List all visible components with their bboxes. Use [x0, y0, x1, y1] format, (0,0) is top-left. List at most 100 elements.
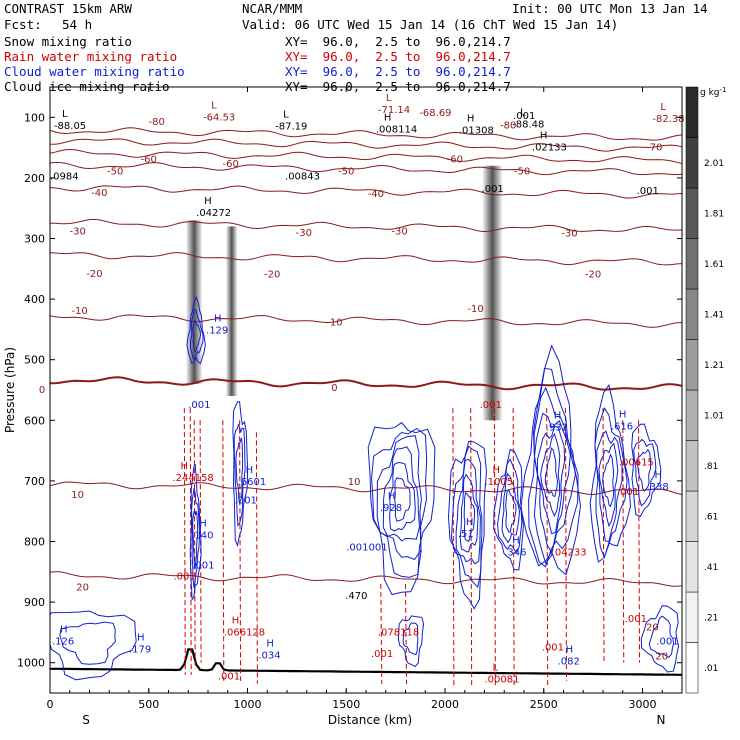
extremum-mark: H [232, 615, 240, 626]
extremum-mark: H [493, 465, 501, 476]
colorbar-label: .21 [704, 613, 718, 623]
extremum-value: .04272 [196, 208, 231, 219]
cloud-water-cell [631, 423, 662, 518]
svg-text:1500: 1500 [332, 698, 360, 711]
isotherm-label: -30 [561, 228, 577, 239]
colorbar-swatch [685, 288, 699, 340]
cloud-water-cell [232, 401, 249, 548]
x-tick: 1500 [332, 87, 360, 711]
rain-contour [239, 420, 242, 681]
valid-time: Valid: 06 UTC Wed 15 Jan 14 (16 ChT Wed … [242, 17, 619, 32]
extremum-value: .244158 [172, 473, 213, 484]
extremum-value: -88.48 [512, 120, 544, 131]
isotherm-label: -80 [148, 117, 164, 128]
y-tick: 700 [24, 475, 682, 488]
rain-contour [546, 408, 549, 687]
center-title: NCAR/MMM [242, 1, 303, 16]
extremum-mark: L [211, 100, 217, 111]
isotherm-line [50, 571, 682, 587]
isotherm-label: -30 [69, 227, 85, 238]
extremum-value: -87.19 [275, 121, 307, 132]
isotherm-label: -20 [585, 270, 601, 281]
extremum-value: .140 [191, 530, 213, 541]
extremum-value: -64.53 [203, 112, 235, 123]
extremum-value: -88.05 [54, 121, 86, 132]
colorbar-label: .81 [704, 462, 718, 472]
cloud-water-cell [640, 605, 680, 673]
x-end-label-south: S [82, 713, 90, 727]
svg-text:0: 0 [47, 698, 54, 711]
extremum-value: .001 [235, 495, 257, 506]
isotherm-line [50, 376, 682, 391]
isotherm-label: -60 [141, 155, 157, 166]
colorbar-swatch [685, 591, 699, 643]
field-snow-name: Snow mixing ratio [4, 34, 132, 49]
field-rain-xy: XY= 96.0, 2.5 to 96.0,214.7 [285, 49, 511, 64]
extremum-mark: L [660, 102, 666, 113]
svg-text:800: 800 [24, 536, 45, 549]
colorbar-swatch [685, 389, 699, 441]
isotherm-label: -40 [91, 188, 107, 199]
svg-text:200: 200 [24, 172, 45, 185]
extremum-mark: L [283, 109, 289, 120]
svg-text:100: 100 [24, 111, 45, 124]
isotherm-line [50, 127, 682, 141]
terrain-line [50, 648, 682, 676]
extremum-value: .001001 [346, 543, 387, 554]
y-tick: 900 [24, 596, 682, 609]
rain-contour [602, 408, 605, 663]
rain-contour [493, 408, 496, 687]
cloud-water-cell [50, 610, 137, 681]
extremum-value: .51 [458, 529, 474, 540]
colorbar-swatch [685, 440, 699, 492]
colorbar-swatch [685, 541, 699, 593]
extremum-mark: L [520, 108, 526, 119]
colorbar-label: .41 [704, 563, 718, 573]
extremum-value: .001 [513, 111, 535, 122]
extremum-value: .932 [546, 423, 568, 434]
svg-text:900: 900 [24, 596, 45, 609]
extremum-value: .1005 [485, 477, 514, 488]
extremum-value: .001 [218, 672, 240, 683]
y-tick: 200 [24, 172, 682, 185]
extremum-value: .001 [542, 643, 564, 654]
isotherm-label: -10 [71, 306, 87, 317]
cloud-water-cell [367, 421, 436, 596]
rain-contour [183, 408, 186, 675]
init-time: Init: 00 UTC Mon 13 Jan 14 [512, 1, 708, 16]
extremum-mark: L [386, 93, 392, 104]
extremum-mark: H [199, 518, 207, 529]
isotherm-label: 10 [71, 490, 84, 501]
extremum-value: .008114 [376, 124, 417, 135]
extremum-mark: L [62, 109, 68, 120]
extremum-mark: H [654, 470, 662, 481]
svg-text:500: 500 [138, 698, 159, 711]
y-tick: 800 [24, 536, 682, 549]
isotherm-label: 10 [348, 477, 361, 488]
colorbar-label: 1.41 [704, 310, 724, 320]
isotherm-label: 0 [39, 385, 45, 396]
field-snow-xy: XY= 96.0, 2.5 to 96.0,214.7 [285, 34, 511, 49]
field-cloud-water-xy: XY= 96.0, 2.5 to 96.0,214.7 [285, 64, 511, 79]
extremum-mark: H [466, 517, 474, 528]
y-tick: 1000 [17, 657, 682, 670]
colorbar-label: 1.81 [704, 209, 724, 219]
cloud-water-cell [589, 383, 632, 563]
isotherm-line [50, 148, 682, 165]
extremum-mark: H [566, 644, 574, 655]
extremum-value: .346 [504, 547, 526, 558]
isotherm-label: 20 [76, 582, 89, 593]
colorbar-label: .01 [704, 664, 718, 674]
extremum-mark: L [493, 663, 499, 674]
svg-text:1000: 1000 [234, 698, 262, 711]
svg-text:400: 400 [24, 293, 45, 306]
extremum-mark: H [246, 465, 254, 476]
extremum-value: .00843 [285, 172, 320, 183]
forecast-value: 54 h [62, 17, 93, 32]
extremum-value: .0984 [50, 172, 79, 183]
svg-text:600: 600 [24, 414, 45, 427]
isotherm-label: -20 [264, 270, 280, 281]
svg-text:2500: 2500 [530, 698, 558, 711]
extremum-value: .001 [371, 649, 393, 660]
extremum-value: .04233 [552, 547, 587, 558]
